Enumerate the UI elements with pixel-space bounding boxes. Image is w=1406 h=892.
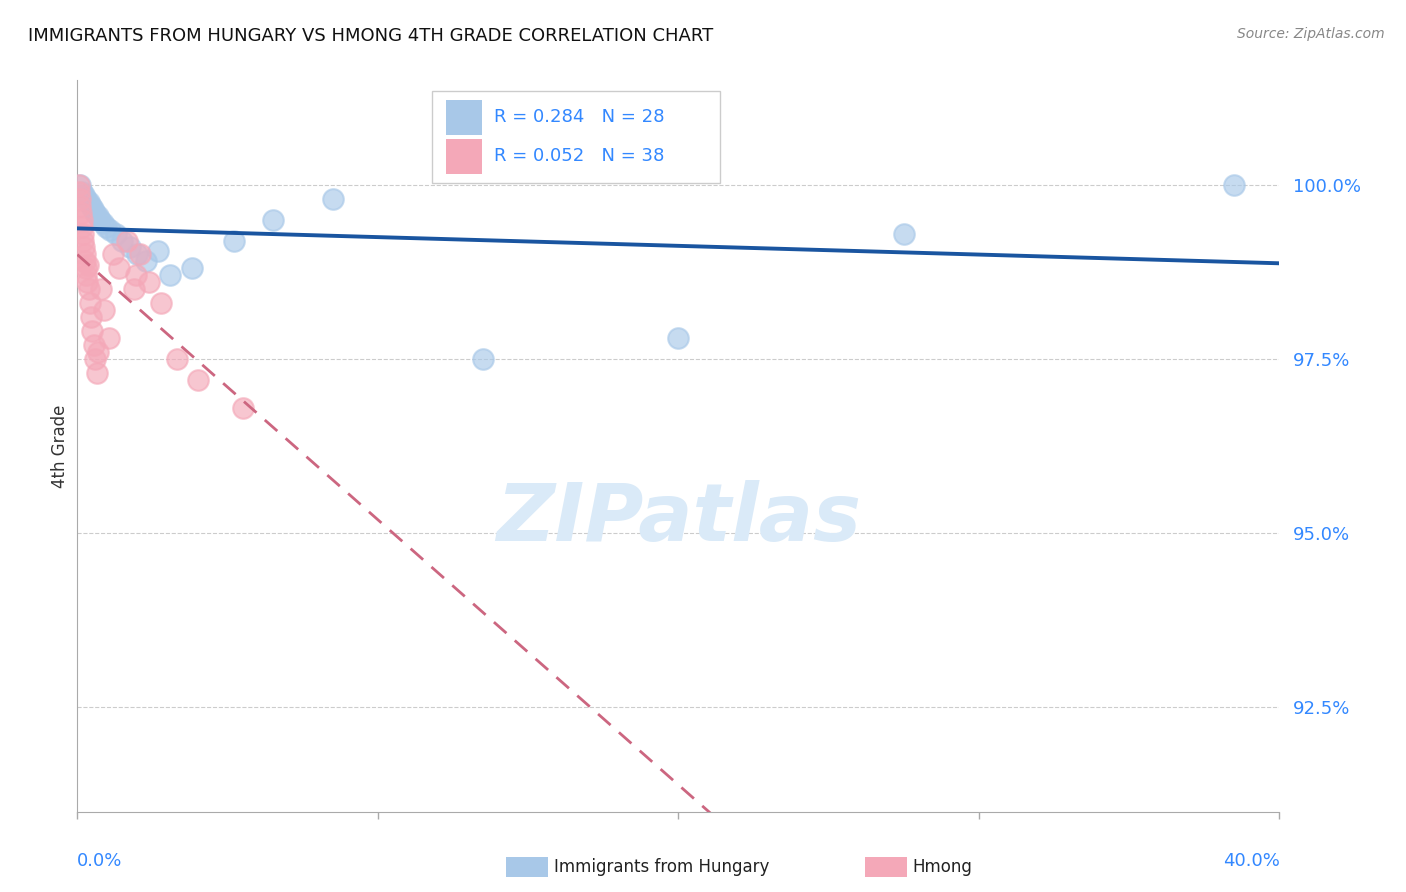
Point bbox=[262, 212, 284, 227]
Point bbox=[111, 234, 134, 248]
Point bbox=[115, 234, 138, 248]
Point bbox=[75, 261, 97, 276]
Point bbox=[150, 296, 173, 310]
Point bbox=[84, 205, 107, 219]
Point bbox=[186, 373, 209, 387]
Point bbox=[103, 247, 125, 261]
Point bbox=[87, 209, 110, 223]
Point bbox=[125, 268, 148, 283]
Point bbox=[91, 216, 114, 230]
Point bbox=[75, 192, 97, 206]
FancyBboxPatch shape bbox=[432, 91, 720, 183]
Point bbox=[472, 351, 495, 366]
Point bbox=[893, 227, 915, 241]
Point bbox=[69, 178, 91, 192]
Point bbox=[148, 244, 170, 258]
Text: 40.0%: 40.0% bbox=[1223, 852, 1279, 870]
Point bbox=[97, 331, 120, 345]
Text: ZIPatlas: ZIPatlas bbox=[496, 480, 860, 558]
Point bbox=[82, 324, 104, 338]
Point bbox=[127, 247, 149, 261]
Point bbox=[322, 192, 344, 206]
Point bbox=[90, 282, 112, 296]
Point bbox=[89, 212, 111, 227]
Point bbox=[129, 247, 152, 261]
Point bbox=[67, 185, 90, 199]
Text: Immigrants from Hungary: Immigrants from Hungary bbox=[554, 858, 769, 876]
Point bbox=[79, 296, 101, 310]
Point bbox=[70, 212, 93, 227]
Text: R = 0.284   N = 28: R = 0.284 N = 28 bbox=[495, 108, 665, 126]
Point bbox=[80, 310, 103, 325]
Point bbox=[222, 234, 245, 248]
Point bbox=[70, 219, 93, 234]
Y-axis label: 4th Grade: 4th Grade bbox=[51, 404, 69, 488]
Point bbox=[69, 199, 91, 213]
Text: IMMIGRANTS FROM HUNGARY VS HMONG 4TH GRADE CORRELATION CHART: IMMIGRANTS FROM HUNGARY VS HMONG 4TH GRA… bbox=[28, 27, 713, 45]
Bar bbox=[446, 100, 482, 136]
Point bbox=[105, 227, 128, 241]
Point bbox=[87, 345, 110, 359]
Text: Source: ZipAtlas.com: Source: ZipAtlas.com bbox=[1237, 27, 1385, 41]
Point bbox=[159, 268, 181, 283]
Point bbox=[84, 351, 107, 366]
Point bbox=[75, 254, 97, 268]
Point bbox=[94, 219, 117, 234]
Point bbox=[93, 303, 115, 318]
Point bbox=[1223, 178, 1246, 192]
Point bbox=[180, 261, 202, 276]
Point bbox=[135, 254, 157, 268]
Bar bbox=[446, 139, 482, 174]
Point bbox=[100, 223, 122, 237]
Point bbox=[72, 234, 94, 248]
Point bbox=[82, 202, 104, 216]
Point bbox=[108, 261, 131, 276]
Point bbox=[138, 275, 160, 289]
Point bbox=[73, 188, 96, 202]
Point bbox=[118, 240, 141, 254]
Point bbox=[72, 227, 94, 241]
Point bbox=[76, 258, 98, 272]
Text: R = 0.052   N = 38: R = 0.052 N = 38 bbox=[495, 146, 665, 165]
Point bbox=[77, 282, 100, 296]
Point bbox=[166, 351, 188, 366]
Point bbox=[75, 268, 97, 283]
Point bbox=[73, 247, 96, 261]
Point bbox=[668, 331, 690, 345]
Point bbox=[83, 338, 105, 352]
Point bbox=[69, 192, 91, 206]
Point bbox=[76, 275, 98, 289]
Text: 0.0%: 0.0% bbox=[77, 852, 122, 870]
Point bbox=[80, 199, 103, 213]
Point bbox=[77, 195, 100, 210]
Point bbox=[70, 205, 93, 219]
Point bbox=[124, 282, 146, 296]
Point bbox=[70, 185, 93, 199]
Point bbox=[232, 401, 254, 415]
Point bbox=[73, 240, 96, 254]
Point bbox=[67, 178, 90, 192]
Text: Hmong: Hmong bbox=[912, 858, 973, 876]
Point bbox=[86, 366, 108, 380]
